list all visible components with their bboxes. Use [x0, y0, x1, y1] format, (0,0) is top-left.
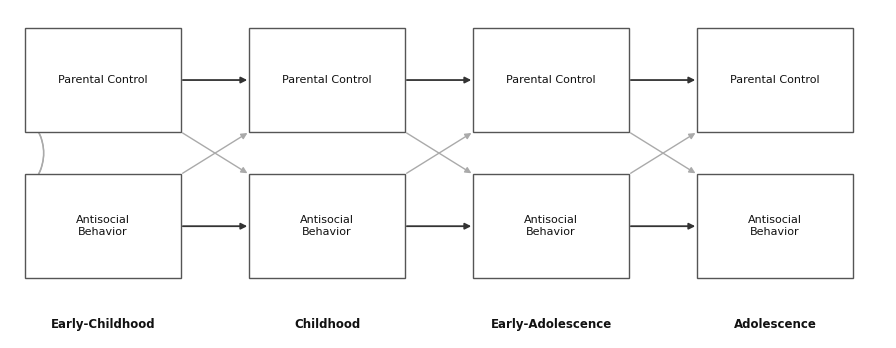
FancyBboxPatch shape [473, 28, 629, 132]
FancyBboxPatch shape [25, 28, 181, 132]
Text: Antisocial
Behavior: Antisocial Behavior [748, 215, 802, 237]
FancyBboxPatch shape [697, 28, 853, 132]
Text: Childhood: Childhood [294, 318, 360, 331]
FancyBboxPatch shape [249, 28, 405, 132]
Text: Parental Control: Parental Control [730, 75, 820, 85]
Text: Parental Control: Parental Control [282, 75, 372, 85]
Text: Early-Adolescence: Early-Adolescence [490, 318, 612, 331]
Text: Antisocial
Behavior: Antisocial Behavior [76, 215, 130, 237]
FancyBboxPatch shape [697, 174, 853, 278]
Text: Parental Control: Parental Control [58, 75, 148, 85]
Text: Early-Childhood: Early-Childhood [51, 318, 155, 331]
FancyBboxPatch shape [249, 174, 405, 278]
FancyBboxPatch shape [25, 174, 181, 278]
Text: Adolescence: Adolescence [734, 318, 816, 331]
FancyBboxPatch shape [473, 174, 629, 278]
Text: Antisocial
Behavior: Antisocial Behavior [524, 215, 578, 237]
Text: Antisocial
Behavior: Antisocial Behavior [300, 215, 354, 237]
Text: Parental Control: Parental Control [506, 75, 596, 85]
